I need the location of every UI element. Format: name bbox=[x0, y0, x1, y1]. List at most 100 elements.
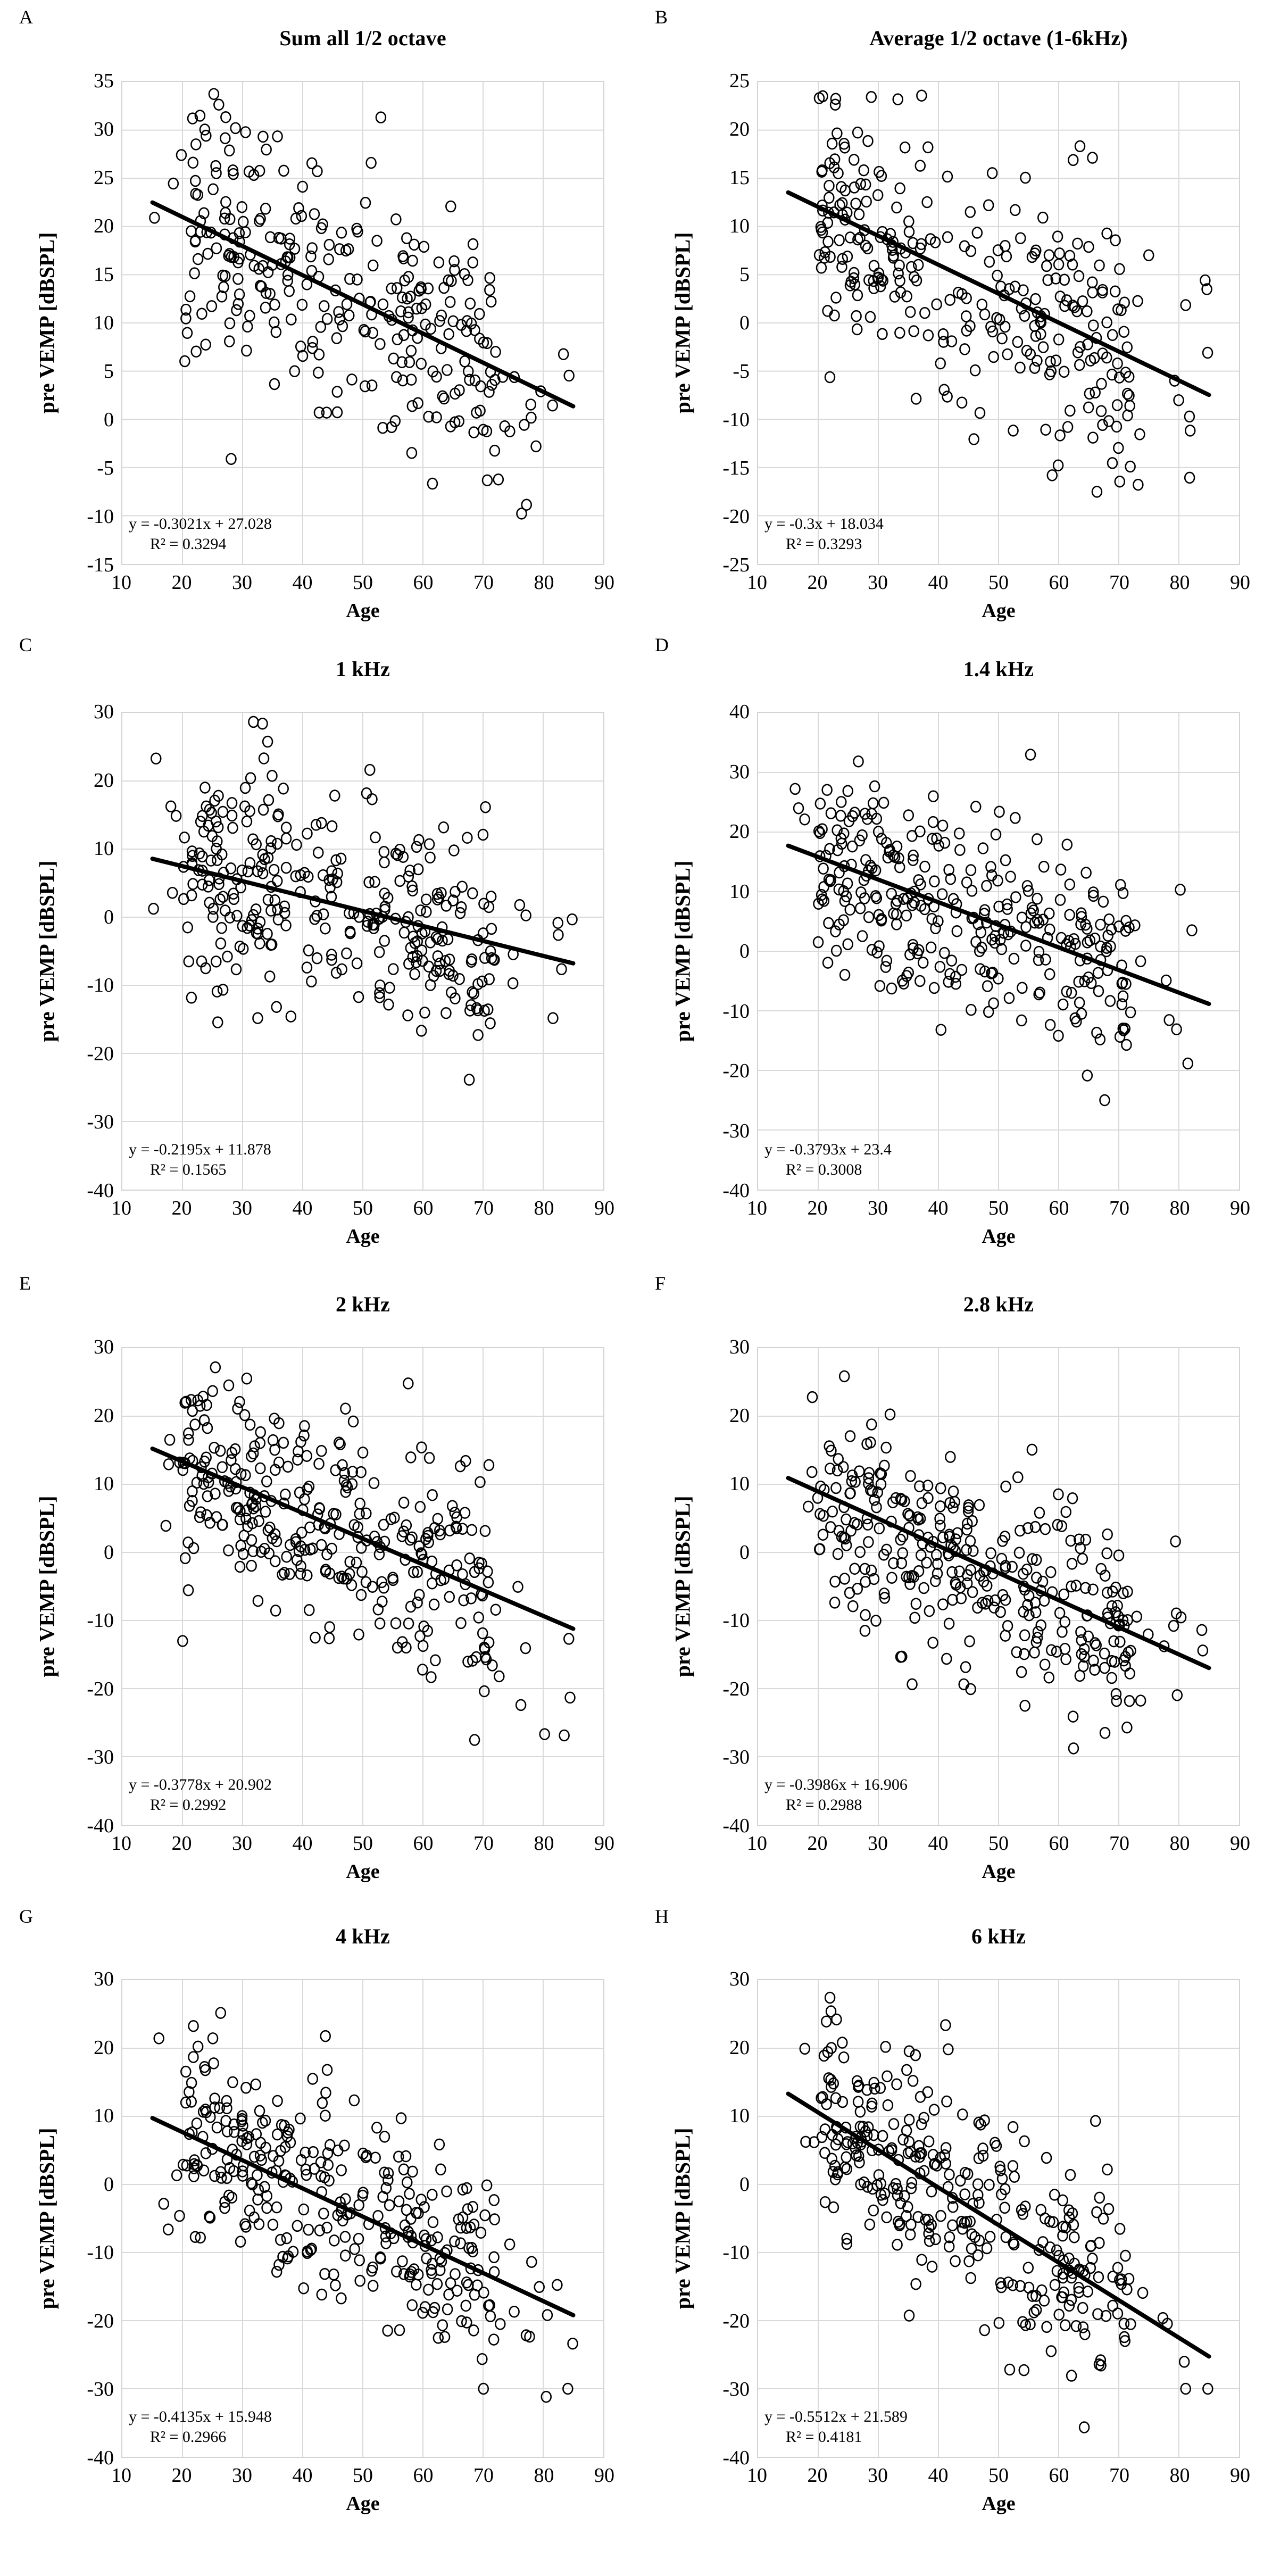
x-axis-ticks: 10 20 30 40 50 60 70 80 90 bbox=[111, 571, 614, 596]
scatter-point bbox=[916, 238, 927, 251]
scatter-point bbox=[909, 271, 920, 283]
scatter-point bbox=[853, 2150, 864, 2162]
scatter-point bbox=[220, 196, 231, 209]
scatter-point bbox=[415, 904, 426, 917]
y-tick-label: 10 bbox=[729, 2105, 750, 2128]
scatter-point bbox=[1017, 2208, 1028, 2220]
y-tick-label: 10 bbox=[94, 837, 114, 860]
scatter-point bbox=[331, 332, 343, 344]
scatter-point bbox=[217, 805, 229, 818]
scatter-point bbox=[886, 2144, 897, 2156]
scatter-point bbox=[951, 925, 963, 937]
scatter-point bbox=[975, 926, 987, 938]
scatter-point bbox=[881, 2211, 892, 2224]
scatter-point bbox=[407, 884, 418, 897]
scatter-point bbox=[475, 2226, 487, 2239]
scatter-point bbox=[1068, 1742, 1079, 1755]
scatter-point bbox=[928, 2158, 940, 2171]
scatter-point bbox=[302, 1483, 313, 1495]
scatter-point bbox=[268, 863, 280, 876]
scatter-point bbox=[1041, 260, 1052, 272]
scatter-point bbox=[1107, 457, 1118, 469]
scatter-point bbox=[858, 2176, 870, 2189]
scatter-point bbox=[443, 328, 454, 340]
x-tick-label: 20 bbox=[171, 571, 192, 594]
scatter-point bbox=[421, 905, 432, 918]
scatter-point bbox=[1132, 295, 1143, 308]
scatter-point bbox=[905, 261, 917, 273]
scatter-point bbox=[1084, 387, 1095, 400]
y-tick-label: -10 bbox=[722, 1000, 750, 1023]
scatter-point bbox=[306, 265, 318, 277]
scatter-point bbox=[195, 1506, 206, 1518]
scatter-point bbox=[813, 1543, 825, 1556]
scatter-point bbox=[1093, 985, 1104, 998]
scatter-point bbox=[975, 2118, 986, 2131]
scatter-point bbox=[406, 400, 418, 412]
scatter-point bbox=[189, 235, 201, 248]
scatter-point bbox=[403, 1377, 414, 1390]
scatter-point bbox=[417, 1640, 429, 1652]
panel-title: Sum all 1/2 octave bbox=[279, 26, 446, 50]
scatter-point bbox=[1094, 2191, 1105, 2204]
scatter-point bbox=[1010, 812, 1021, 824]
scatter-point bbox=[873, 909, 885, 921]
scatter-point bbox=[455, 319, 467, 331]
scatter-point bbox=[257, 130, 269, 143]
scatter-point bbox=[303, 944, 314, 957]
scatter-point bbox=[198, 825, 210, 838]
scatter-point bbox=[966, 2228, 978, 2240]
scatter-point bbox=[214, 893, 226, 905]
scatter-point bbox=[449, 2235, 460, 2248]
scatter-point bbox=[1065, 404, 1076, 417]
x-tick-label: 90 bbox=[1230, 571, 1250, 594]
scatter-point bbox=[1118, 1024, 1129, 1036]
scatter-point bbox=[372, 1603, 384, 1616]
scatter-point bbox=[1000, 1481, 1011, 1493]
scatter-point bbox=[406, 447, 418, 459]
scatter-point bbox=[848, 272, 860, 285]
scatter-point bbox=[447, 894, 459, 907]
scatter-point bbox=[1053, 2308, 1065, 2321]
scatter-point bbox=[944, 294, 955, 306]
scatter-point bbox=[824, 179, 835, 192]
scatter-point bbox=[472, 1004, 484, 1017]
scatter-point bbox=[962, 1502, 974, 1514]
gridlines bbox=[758, 1980, 1239, 2457]
scatter-point bbox=[851, 323, 863, 336]
scatter-point bbox=[1080, 1533, 1092, 1546]
scatter-point bbox=[866, 2100, 877, 2113]
x-tick-label: 60 bbox=[413, 2464, 434, 2487]
scatter-point bbox=[210, 1361, 221, 1374]
scatter-point bbox=[999, 320, 1011, 333]
scatter-point bbox=[916, 2147, 927, 2159]
y-tick-label: 30 bbox=[94, 118, 114, 140]
scatter-point bbox=[525, 398, 536, 411]
scatter-point bbox=[988, 997, 999, 1010]
y-axis-ticks: 25 20 15 10 5 0 -5 -10 -15 -20 -25 bbox=[694, 71, 750, 575]
y-tick-label: -20 bbox=[722, 2309, 750, 2332]
y-tick-label: -20 bbox=[87, 1042, 114, 1065]
scatter-point bbox=[819, 2147, 830, 2159]
scatter-point bbox=[960, 310, 972, 322]
scatter-point bbox=[1073, 976, 1084, 988]
scatter-point bbox=[197, 810, 208, 822]
scatter-point bbox=[379, 2131, 390, 2143]
scatter-point bbox=[334, 243, 345, 255]
scatter-point bbox=[260, 2141, 271, 2154]
scatter-point bbox=[326, 949, 337, 961]
scatter-point bbox=[478, 423, 489, 436]
scatter-point bbox=[1076, 1634, 1087, 1647]
scatter-point bbox=[298, 2282, 309, 2295]
scatter-point bbox=[1015, 2280, 1026, 2292]
scatter-point bbox=[272, 913, 284, 926]
x-tick-label: 80 bbox=[534, 1832, 554, 1855]
regression-line bbox=[786, 190, 1211, 397]
scatter-point bbox=[241, 1504, 252, 1517]
scatter-point bbox=[1096, 378, 1107, 390]
scatter-point bbox=[321, 2064, 333, 2076]
scatter-point bbox=[1028, 904, 1039, 917]
scatter-point bbox=[1113, 442, 1124, 454]
scatter-point bbox=[284, 1568, 295, 1580]
